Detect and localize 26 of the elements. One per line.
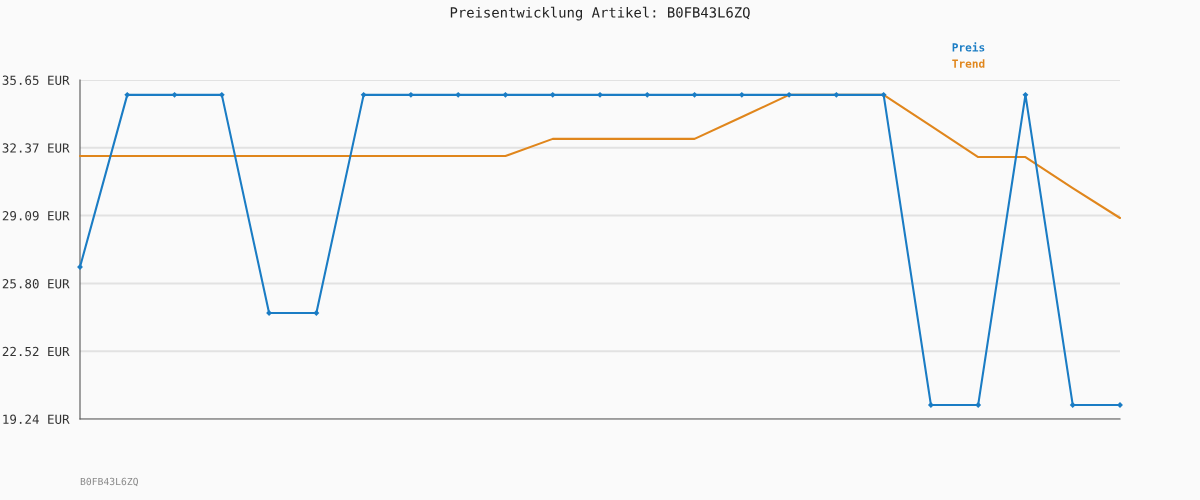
point (975, 402, 982, 408)
text: Preis (952, 42, 985, 52)
y-tick-label: 19.24 EUR (3, 414, 70, 424)
point (833, 91, 840, 98)
chart-title: Preisentwicklung Artikel: B0FB43L6ZQ (450, 6, 750, 21)
point (880, 91, 887, 98)
y-tick-label: 32.37 EUR (2, 143, 70, 153)
y-tick-label: 25.80 EUR (2, 278, 70, 289)
point (691, 91, 698, 98)
point (124, 91, 131, 98)
point (502, 91, 509, 98)
line-series (78, 93, 1122, 220)
point (644, 91, 651, 98)
point (1022, 91, 1029, 98)
point (360, 91, 367, 98)
y-tick-label: 29.09 EUR (2, 211, 70, 221)
point (1117, 402, 1123, 408)
text: Trend (952, 59, 985, 68)
y-tick-label: 35.65 EUR (2, 75, 70, 85)
point (549, 91, 556, 98)
point (597, 91, 603, 98)
point (1069, 402, 1076, 408)
y-tick-label: 22.52 EUR (2, 346, 70, 357)
point (313, 310, 320, 316)
point (171, 91, 178, 98)
text: B0FB43L6ZQ (80, 477, 138, 487)
